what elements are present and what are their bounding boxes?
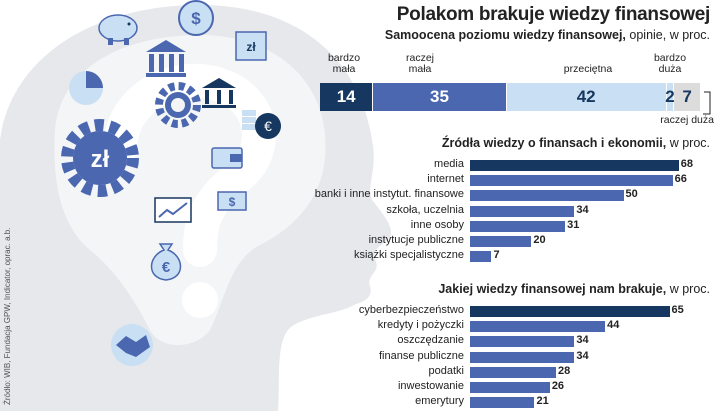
bar-category-label: emerytury	[415, 395, 464, 408]
bar	[470, 205, 575, 217]
bar-category-label: szkoła, uczelnia	[386, 203, 464, 216]
bar-value-label: 26	[551, 380, 565, 392]
bar-category-label: media	[434, 158, 464, 170]
bar-value-label: 44	[607, 319, 620, 332]
question-dot	[182, 282, 218, 318]
euro-bag-icon: €	[150, 243, 182, 281]
bar	[470, 251, 492, 263]
bar	[470, 190, 624, 202]
bar-value-label: 65	[671, 304, 684, 316]
bar-value-label: 7	[493, 249, 500, 262]
stack-value-label: 14	[336, 87, 356, 106]
bank-building-icon	[146, 40, 186, 77]
cat-bardzo-duza: bardzo duża	[650, 53, 690, 75]
cat-raczej-mala: raczej mała	[395, 53, 445, 75]
chart3-title-rest: w proc.	[669, 282, 710, 296]
cat-bardzo-mala-line2: mała	[332, 63, 356, 75]
chart2-title: Źródła wiedzy o finansach i ekonomii, w …	[442, 136, 710, 150]
handshake-icon	[111, 324, 153, 366]
money-card-label: $	[229, 195, 236, 209]
bar-category-label: banki i inne instytut. finansowe	[314, 188, 464, 201]
stack-segment: 2	[665, 83, 675, 111]
stack-value-label: 35	[430, 87, 449, 106]
bank-icon	[202, 78, 236, 108]
bar-value-label: 20	[533, 234, 546, 246]
chart3-title: Jakiej wiedzy finansowej nam brakuje, w …	[438, 282, 710, 296]
stack-value-label: 7	[682, 87, 692, 106]
stack-segment: 35	[373, 83, 507, 111]
chart1-title-main: Samoocena poziomu wiedzy finansowej,	[384, 28, 626, 42]
bar-value-label: 34	[576, 203, 589, 216]
cat-bardzo-duza-line1: bardzo	[653, 52, 687, 64]
bar-category-label: książki specjalistyczne	[353, 249, 464, 262]
source-note: Źródło: WIB, Fundacja GPW, Indicator, op…	[3, 227, 12, 405]
cat-przecietna-line1: przeciętna	[563, 63, 613, 75]
bar-category-label: instytucje publiczne	[368, 234, 464, 246]
cat-bardzo-mala-line1: bardzo	[327, 52, 361, 64]
head-illustration: $ zł € zł $	[0, 0, 392, 411]
stack-value-label: 2	[665, 87, 675, 106]
cat-raczej-duza: raczej duża	[646, 115, 714, 126]
money-card-icon: $	[217, 191, 247, 211]
chart1-title: Samoocena poziomu wiedzy finansowej, opi…	[385, 28, 710, 42]
bar	[470, 382, 550, 393]
bar-category-label: podatki	[428, 364, 464, 377]
bar	[470, 175, 673, 187]
bar-value-label: 34	[576, 334, 589, 347]
bar-value-label: 31	[567, 218, 580, 231]
bar	[470, 160, 679, 171]
zloty-gear-icon: zł	[61, 119, 139, 197]
stack-value-label: 42	[576, 87, 596, 106]
cat-przecietna: przeciętna	[553, 64, 623, 75]
bar-value-label: 68	[680, 158, 693, 170]
stack-segment: 42	[506, 83, 667, 111]
rising-chart-icon	[154, 197, 192, 223]
euro-bag-label: €	[162, 259, 171, 276]
zloty-note-label: zł	[246, 40, 256, 54]
stack-segment: 7	[674, 83, 701, 111]
bar	[470, 351, 575, 363]
bar	[470, 336, 575, 348]
bar	[470, 397, 535, 409]
cat-bardzo-duza-line2: duża	[658, 63, 682, 75]
dollar-coin-label: $	[191, 9, 201, 28]
cat-raczej-mala-line1: raczej	[405, 52, 434, 64]
page-title: Polakom brakuje wiedzy finansowej	[396, 4, 711, 25]
bar-category-label: cyberbezpieczeństwo	[358, 304, 464, 316]
zloty-gear-label: zł	[91, 146, 110, 173]
bar-category-label: inwestowanie	[397, 380, 464, 392]
chart2-title-rest: w proc.	[669, 136, 710, 150]
bar-category-label: kredyty i pożyczki	[377, 319, 464, 332]
piggy-bank-icon	[98, 14, 138, 45]
chart2-title-main: Źródła wiedzy o finansach i ekonomii,	[441, 136, 667, 150]
euro-coin-label: €	[264, 118, 272, 134]
bar	[470, 220, 566, 232]
bar	[470, 306, 670, 317]
bar-category-label: oszczędzanie	[397, 334, 464, 347]
bar-category-label: finanse publiczne	[378, 349, 464, 362]
bar-value-label: 66	[674, 173, 687, 186]
bar	[470, 236, 532, 247]
cat-bardzo-mala: bardzo mała	[322, 53, 366, 75]
cat-raczej-duza-line1: raczej duża	[660, 114, 714, 126]
cat-raczej-mala-line2: mała	[408, 63, 432, 75]
chart3-title-main: Jakiej wiedzy finansowej nam brakuje,	[438, 282, 667, 296]
bar	[470, 321, 606, 333]
bar-value-label: 50	[625, 188, 638, 201]
bar-category-label: internet	[427, 173, 464, 186]
euro-coins-icon: €	[242, 110, 281, 139]
dollar-coin-icon: $	[178, 0, 214, 36]
bar-value-label: 21	[536, 395, 549, 408]
bar-value-label: 34	[576, 349, 589, 362]
bar	[470, 366, 556, 378]
gear-icon	[155, 82, 201, 128]
zloty-note-icon: zł	[235, 31, 267, 61]
stacked-bar: 14 35 42 2 7	[320, 83, 701, 111]
chart1-title-rest: opinie, w proc.	[629, 28, 710, 42]
pie-chart-icon	[69, 71, 103, 105]
wallet-icon	[211, 147, 243, 169]
bar-category-label: inne osoby	[410, 218, 464, 231]
stack-segment: 14	[320, 83, 374, 111]
bar-value-label: 28	[557, 364, 571, 377]
